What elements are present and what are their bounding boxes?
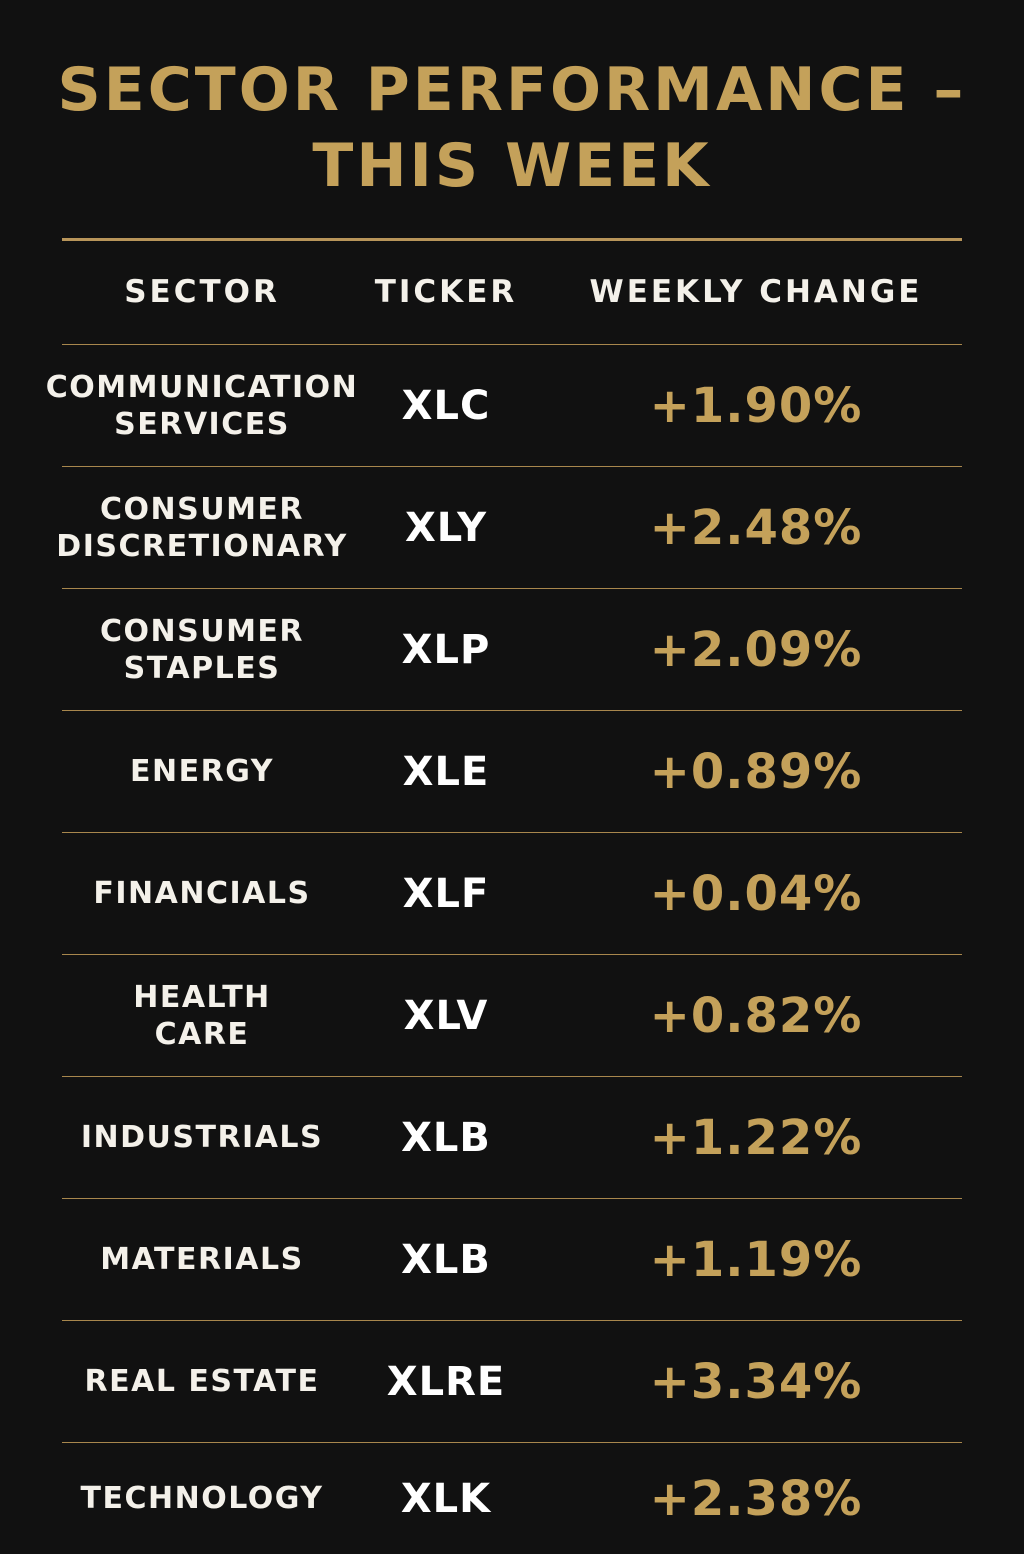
ticker-symbol: XLB [401,1114,491,1161]
ticker-symbol: XLY [404,504,488,551]
table-row: COMMUNICATION SERVICES XLC +1.90% [46,344,962,466]
sector-name: REAL ESTATE [84,1364,320,1399]
sector-name: FINANCIALS [93,876,311,911]
weekly-change-value: +0.82% [649,987,863,1044]
weekly-change-value: +1.22% [649,1109,863,1166]
weekly-change-value: +3.34% [649,1353,863,1410]
sector-name: HEALTH CARE [133,979,271,1052]
table-row: CONSUMER DISCRETIONARY XLY +2.48% [56,466,962,588]
header-top-divider [62,238,962,241]
ticker-symbol: XLV [403,992,489,1039]
table-row: MATERIALS XLB +1.19% [62,1198,962,1320]
ticker-symbol: XLE [402,748,490,795]
ticker-symbol: XLC [401,382,491,429]
table-row: TECHNOLOGY XLK +2.38% [62,1442,962,1554]
column-header-ticker: TICKER [374,274,518,310]
ticker-symbol: XLF [402,870,490,917]
weekly-change-value: +0.04% [649,865,863,922]
sector-name: TECHNOLOGY [80,1481,324,1516]
sector-name: INDUSTRIALS [80,1120,324,1155]
weekly-change-value: +2.09% [649,621,863,678]
weekly-change-value: +2.48% [649,499,863,556]
weekly-change-value: +2.38% [649,1470,863,1527]
table-row: HEALTH CARE XLV +0.82% [62,954,962,1076]
page-title-line-2: THIS WEEK [312,131,712,201]
table-row: FINANCIALS XLF +0.04% [62,832,962,954]
table-row: CONSUMER STAPLES XLP +2.09% [62,588,962,710]
ticker-symbol: XLB [401,1236,491,1283]
weekly-change-value: +0.89% [649,743,863,800]
column-header-weekly-change: WEEKLY CHANGE [589,274,923,310]
page-title-line-1: SECTOR PERFORMANCE – [57,55,967,125]
sector-name: COMMUNICATION SERVICES [45,369,359,442]
sector-name: MATERIALS [100,1242,304,1277]
table-row: REAL ESTATE XLRE +3.34% [62,1320,962,1442]
ticker-symbol: XLRE [386,1358,506,1405]
sector-name: ENERGY [130,754,274,789]
table-row: INDUSTRIALS XLB +1.22% [62,1076,962,1198]
sector-name: CONSUMER DISCRETIONARY [56,491,348,564]
table-row: ENERGY XLE +0.89% [62,710,962,832]
table-body: COMMUNICATION SERVICES XLC +1.90% CONSUM… [46,344,962,1554]
table-header: SECTOR TICKER WEEKLY CHANGE [62,241,962,344]
ticker-symbol: XLK [400,1475,492,1522]
sector-name: CONSUMER STAPLES [99,613,305,686]
column-header-sector: SECTOR [124,274,280,310]
ticker-symbol: XLP [401,626,491,673]
weekly-change-value: +1.19% [649,1231,863,1288]
weekly-change-value: +1.90% [649,377,863,434]
page-title: SECTOR PERFORMANCE – THIS WEEK [0,52,1024,204]
